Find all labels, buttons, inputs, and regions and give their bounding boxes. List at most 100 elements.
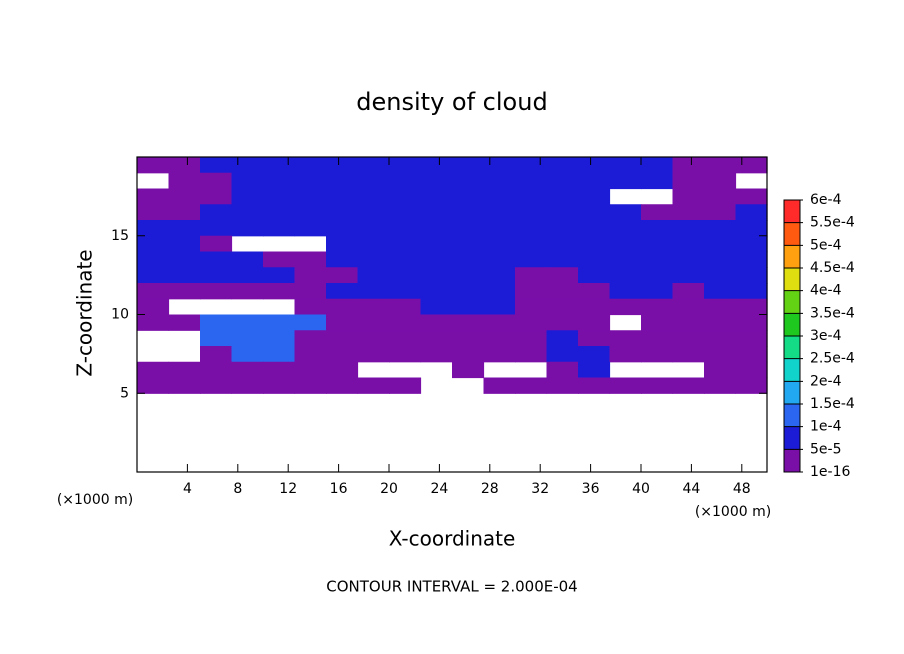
- contour-cell: [483, 314, 516, 331]
- contour-cell: [515, 267, 548, 284]
- contour-cell: [641, 346, 674, 363]
- contour-cell: [609, 267, 642, 284]
- contour-cell: [735, 346, 768, 363]
- contour-cell: [420, 172, 453, 190]
- contour-cell: [452, 267, 485, 284]
- contour-cell: [231, 157, 264, 174]
- contour-cell: [294, 267, 327, 284]
- colorbar-segment: [784, 381, 800, 404]
- contour-cell: [704, 251, 737, 268]
- contour-cell: [420, 251, 453, 268]
- contour-cell: [357, 377, 390, 394]
- contour-cell: [735, 298, 768, 316]
- contour-cell: [735, 157, 768, 174]
- contour-cell: [546, 377, 579, 394]
- contour-cell: [357, 346, 390, 363]
- contour-cell: [168, 361, 201, 379]
- contour-cell: [420, 267, 453, 284]
- contour-cell: [609, 235, 642, 253]
- contour-cell: [231, 361, 264, 379]
- contour-cell: [357, 220, 390, 237]
- contour-cell: [231, 251, 264, 268]
- x-tick-label: 36: [582, 481, 600, 497]
- contour-cell: [641, 298, 674, 316]
- contour-cell: [609, 283, 642, 300]
- x-tick-label: 24: [430, 481, 448, 497]
- contour-cell: [420, 283, 453, 300]
- contour-cell: [263, 283, 296, 300]
- contour-cell: [578, 251, 611, 268]
- contour-cell: [704, 330, 737, 347]
- contour-cell: [735, 377, 768, 394]
- contour-cell: [704, 157, 737, 174]
- y-tick-label: 10: [111, 307, 129, 323]
- contour-cell: [546, 220, 579, 237]
- contour-cell: [483, 330, 516, 347]
- contour-cell: [578, 377, 611, 394]
- contour-cell: [452, 172, 485, 190]
- x-unit-label: (×1000 m): [695, 504, 771, 520]
- contour-cell: [294, 330, 327, 347]
- contour-cell: [609, 204, 642, 221]
- contour-cell: [263, 220, 296, 237]
- contour-cell: [389, 330, 422, 347]
- contour-cell: [483, 298, 516, 316]
- contour-cell: [231, 204, 264, 221]
- contour-cell: [420, 314, 453, 331]
- contour-cell: [231, 377, 264, 394]
- contour-cell: [578, 235, 611, 253]
- contour-cell: [578, 172, 611, 190]
- contour-field: [137, 157, 768, 394]
- contour-cell: [672, 377, 705, 394]
- contour-cell: [578, 283, 611, 300]
- contour-cell: [263, 157, 296, 174]
- contour-cell: [263, 251, 296, 268]
- contour-cell: [483, 204, 516, 221]
- contour-cell: [578, 346, 611, 363]
- colorbar-label: 2e-4: [810, 373, 842, 389]
- contour-cell: [641, 330, 674, 347]
- contour-cell: [452, 204, 485, 221]
- contour-cell: [483, 188, 516, 205]
- contour-cell: [231, 267, 264, 284]
- x-tick-label: 8: [233, 481, 242, 497]
- colorbar-segment: [784, 336, 800, 359]
- contour-cell: [641, 220, 674, 237]
- contour-cell: [326, 220, 359, 237]
- colorbar-label: 4e-4: [810, 283, 842, 299]
- contour-cell: [452, 157, 485, 174]
- contour-cell: [704, 204, 737, 221]
- x-axis-label: X-coordinate: [389, 527, 516, 551]
- contour-cell: [735, 220, 768, 237]
- contour-cell: [168, 283, 201, 300]
- contour-cell: [452, 283, 485, 300]
- x-tick-label: 32: [531, 481, 549, 497]
- contour-cell: [609, 251, 642, 268]
- contour-cell: [483, 235, 516, 253]
- contour-cell: [546, 251, 579, 268]
- colorbar-label: 2.5e-4: [810, 351, 855, 367]
- y-tick-label: 5: [120, 385, 129, 401]
- contour-cell: [704, 267, 737, 284]
- contour-cell: [546, 346, 579, 363]
- colorbar-label: 3e-4: [810, 328, 842, 344]
- x-tick-label: 28: [481, 481, 499, 497]
- contour-cell: [546, 172, 579, 190]
- contour-cell: [168, 188, 201, 205]
- contour-cell: [578, 361, 611, 379]
- contour-cell: [326, 330, 359, 347]
- contour-cell: [294, 157, 327, 174]
- contour-cell: [483, 283, 516, 300]
- contour-cell: [609, 377, 642, 394]
- colorbar-segment: [784, 404, 800, 427]
- contour-cell: [452, 251, 485, 268]
- contour-cell: [515, 251, 548, 268]
- contour-cell: [641, 283, 674, 300]
- contour-cell: [263, 377, 296, 394]
- contour-cell: [389, 188, 422, 205]
- contour-cell: [452, 346, 485, 363]
- contour-cell: [389, 267, 422, 284]
- contour-cell: [200, 283, 233, 300]
- contour-cell: [704, 188, 737, 205]
- contour-cell: [735, 314, 768, 331]
